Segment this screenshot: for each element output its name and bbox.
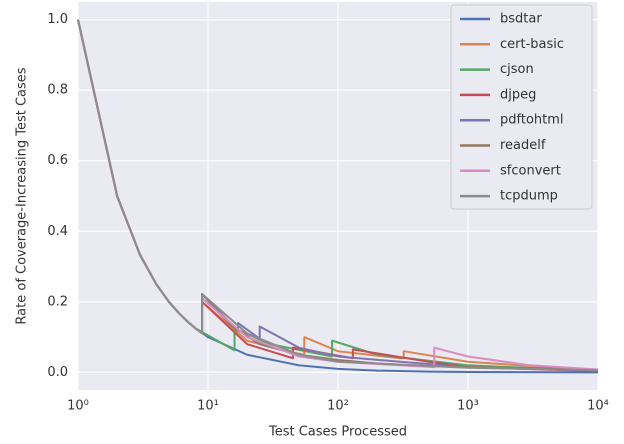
- legend-label: tcpdump: [500, 189, 558, 204]
- y-tick-label: 0.0: [47, 365, 68, 380]
- x-axis-label: Test Cases Processed: [268, 425, 407, 440]
- legend-label: djpeg: [500, 87, 536, 102]
- y-axis-label: Rate of Coverage-Increasing Test Cases: [15, 67, 30, 324]
- x-tick-label: 10²: [327, 399, 349, 414]
- legend-label: pdftohtml: [500, 113, 564, 128]
- series-line: [77, 19, 599, 372]
- legend-label: cjson: [500, 62, 534, 77]
- legend-label: cert-basic: [500, 37, 564, 52]
- y-tick-label: 1.0: [47, 12, 68, 27]
- x-tick-label: 10³: [457, 399, 479, 414]
- x-tick-label: 10¹: [197, 399, 219, 414]
- x-tick-label: 10⁴: [587, 399, 609, 414]
- y-tick-label: 0.2: [47, 294, 68, 309]
- y-tick-label: 0.4: [47, 224, 68, 239]
- legend-label: bsdtar: [500, 12, 542, 27]
- x-tick-label: 10⁰: [67, 399, 89, 414]
- y-tick-label: 0.6: [47, 153, 68, 168]
- legend-label: sfconvert: [500, 163, 561, 178]
- y-tick-label: 0.8: [47, 83, 68, 98]
- legend-label: readelf: [500, 138, 546, 153]
- legend-box: [450, 4, 593, 210]
